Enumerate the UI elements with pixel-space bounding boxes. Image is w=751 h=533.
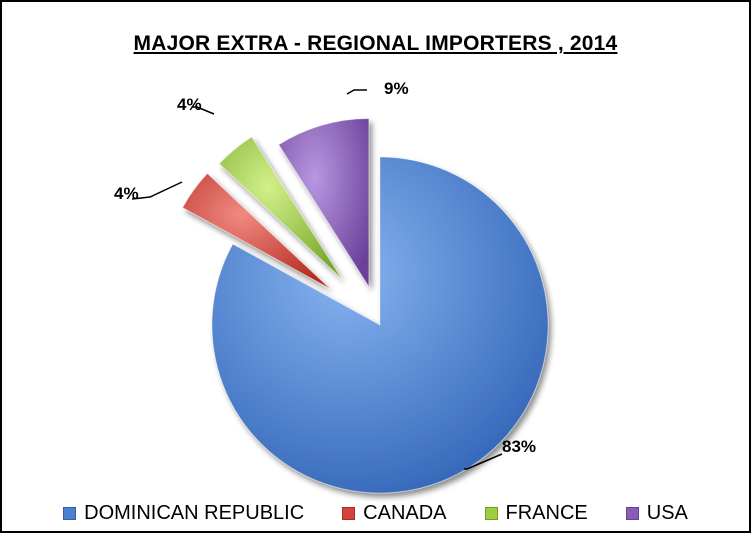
legend-item: CANADA	[342, 502, 447, 525]
pie-slice-dominican-republic	[211, 156, 549, 494]
legend-label: FRANCE	[505, 502, 588, 524]
legend-swatch	[342, 507, 356, 520]
leader-line	[464, 453, 503, 470]
data-labels: 83% 4% 4% 9%	[114, 79, 536, 456]
legend-label: USA	[646, 502, 688, 524]
pie-slices	[181, 118, 549, 494]
leader-line	[346, 89, 367, 95]
legend-label: CANADA	[363, 502, 447, 524]
pie-slice-france	[218, 136, 343, 280]
legend-item: USA	[625, 502, 688, 525]
legend-swatch	[63, 507, 77, 520]
legend-swatch	[625, 507, 639, 520]
legend-label: DOMINICAN REPUBLIC	[84, 502, 305, 524]
legend-swatch	[484, 507, 498, 520]
chart-title: MAJOR EXTRA - REGIONAL IMPORTERS , 2014	[133, 32, 618, 55]
data-label: 9%	[384, 79, 409, 98]
pie-slice-canada	[181, 172, 331, 289]
legend-item: DOMINICAN REPUBLIC	[63, 502, 304, 525]
leader-lines	[131, 89, 503, 470]
leader-line	[131, 181, 183, 200]
chart-legend: DOMINICAN REPUBLIC CANADA FRANCE USA	[2, 502, 749, 525]
data-label: 83%	[502, 437, 536, 456]
legend-item: FRANCE	[484, 502, 588, 525]
data-label: 4%	[114, 184, 139, 203]
data-label: 4%	[177, 95, 202, 114]
leader-line	[192, 106, 215, 115]
pie-slice-usa	[278, 118, 370, 289]
